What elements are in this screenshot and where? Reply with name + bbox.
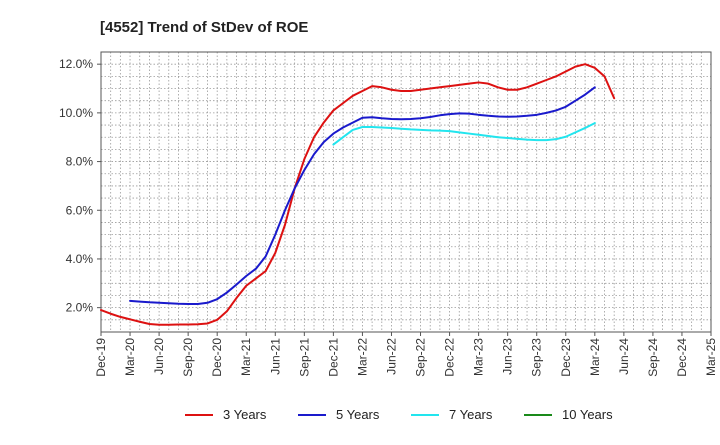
x-tick-label: Dec-19 xyxy=(94,338,108,377)
axes: 2.0% 4.0% 6.0% 8.0% 10.0% 12.0% Dec-19 Mar-20 Ju… xyxy=(59,51,718,377)
x-tick-label: Mar-24 xyxy=(588,338,602,376)
x-tick-label: Jun-21 xyxy=(268,338,282,375)
legend-item: 5 Years xyxy=(298,407,380,422)
chart-title: [4552] Trend of StDev of ROE xyxy=(100,19,308,36)
legend-label: 7 Years xyxy=(449,407,493,422)
x-tick-label: Dec-21 xyxy=(326,338,340,377)
series-lines xyxy=(100,63,616,326)
plot-frame xyxy=(100,51,712,333)
x-tick-label: Sep-21 xyxy=(297,338,311,377)
x-tick-label: Dec-24 xyxy=(675,338,689,377)
legend: 3 Years 5 Years 7 Years 10 Years xyxy=(185,407,613,422)
legend-item: 3 Years xyxy=(185,407,267,422)
y-tick-label: 6.0% xyxy=(66,203,94,217)
x-tick-label: Jun-20 xyxy=(152,338,166,375)
x-tick-label: Mar-25 xyxy=(704,338,718,376)
x-tick-label: Mar-20 xyxy=(123,338,137,376)
x-tick-label: Sep-22 xyxy=(414,338,428,377)
y-tick-label: 8.0% xyxy=(66,155,94,169)
x-tick-label: Sep-20 xyxy=(181,338,195,377)
legend-label: 3 Years xyxy=(223,407,267,422)
grid xyxy=(100,51,712,332)
y-tick-label: 12.0% xyxy=(59,57,93,71)
x-tick-label: Jun-22 xyxy=(384,338,398,375)
legend-label: 5 Years xyxy=(336,407,380,422)
legend-item: 7 Years xyxy=(411,407,493,422)
y-tick-label: 10.0% xyxy=(59,106,93,120)
x-tick-label: Jun-24 xyxy=(617,338,631,375)
x-tick-label: Mar-23 xyxy=(472,338,486,376)
legend-label: 10 Years xyxy=(562,407,613,422)
x-tick-label: Dec-22 xyxy=(443,338,457,377)
y-tick-label: 4.0% xyxy=(66,252,94,266)
series-line-7-years xyxy=(332,122,596,146)
series-line-5-years xyxy=(129,86,596,305)
x-tick-label: Mar-22 xyxy=(355,338,369,376)
legend-item: 10 Years xyxy=(524,407,613,422)
x-tick-label: Mar-21 xyxy=(239,338,253,376)
y-tick-label: 2.0% xyxy=(66,301,94,315)
x-tick-label: Dec-23 xyxy=(559,338,573,377)
x-tick-label: Sep-24 xyxy=(646,338,660,377)
series-line-3-years xyxy=(100,63,616,326)
x-tick-label: Jun-23 xyxy=(501,338,515,375)
x-tick-label: Sep-23 xyxy=(530,338,544,377)
x-tick-label: Dec-20 xyxy=(210,338,224,377)
